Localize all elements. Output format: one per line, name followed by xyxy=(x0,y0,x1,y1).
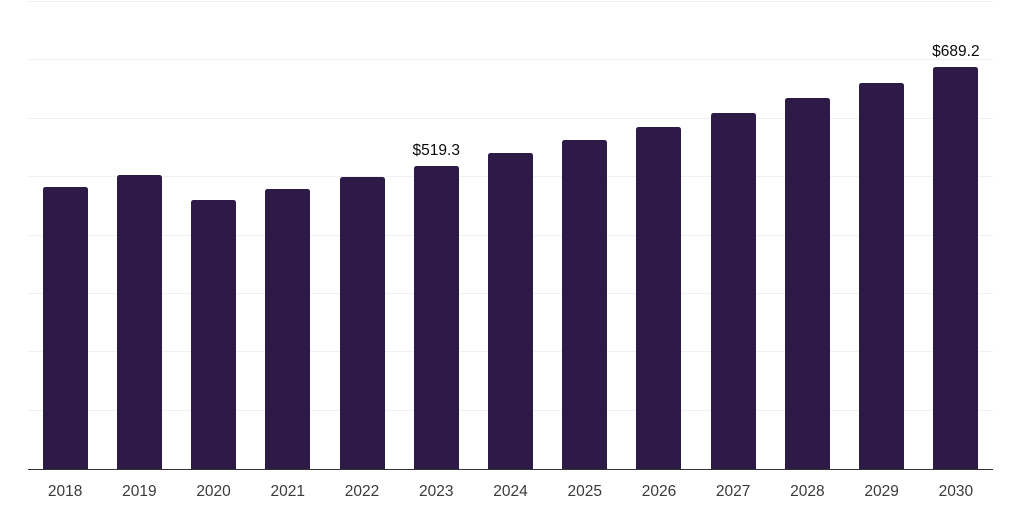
x-tick-label-2020: 2020 xyxy=(196,483,231,500)
plot-area: $519.3 $689.2 xyxy=(28,1,993,470)
bar-2025 xyxy=(562,140,608,469)
bar-2030 xyxy=(933,66,979,469)
bar-2019 xyxy=(116,175,162,469)
x-tick-label-2026: 2026 xyxy=(641,483,677,500)
x-tick-label-2030: 2030 xyxy=(938,483,974,500)
bar-2023 xyxy=(413,165,459,469)
x-tick-label-2029: 2029 xyxy=(864,483,899,500)
x-tick-label-2028: 2028 xyxy=(790,483,825,500)
bar-value-label-2030: $689.2 xyxy=(932,43,980,61)
bar-2022 xyxy=(339,176,385,469)
bar-2018 xyxy=(42,186,88,469)
x-tick-label-2022: 2022 xyxy=(344,483,380,500)
gridline-600 xyxy=(28,117,993,119)
bar-2028 xyxy=(784,97,830,469)
x-tick-label-2024: 2024 xyxy=(493,483,528,500)
x-axis-labels: 2018 2019 2020 2021 2022 2023 2024 2025 2026 2027… xyxy=(28,480,993,504)
x-tick-label-2023: 2023 xyxy=(419,483,454,500)
x-tick-label-2018: 2018 xyxy=(47,483,83,500)
x-tick-label-2025: 2025 xyxy=(567,483,602,500)
gridline-700 xyxy=(28,59,993,61)
x-tick-label-2021: 2021 xyxy=(270,483,306,500)
x-tick-label-2019: 2019 xyxy=(122,483,157,500)
gridline-800 xyxy=(28,1,993,2)
bar-2021 xyxy=(265,188,311,469)
bar-value-label-2023: $519.3 xyxy=(412,142,460,160)
bar-2024 xyxy=(488,153,533,469)
bar-2026 xyxy=(636,126,682,469)
bar-2029 xyxy=(859,82,905,469)
bar-2027 xyxy=(710,112,756,469)
bar-2020 xyxy=(191,199,237,469)
x-tick-label-2027: 2027 xyxy=(715,483,751,500)
